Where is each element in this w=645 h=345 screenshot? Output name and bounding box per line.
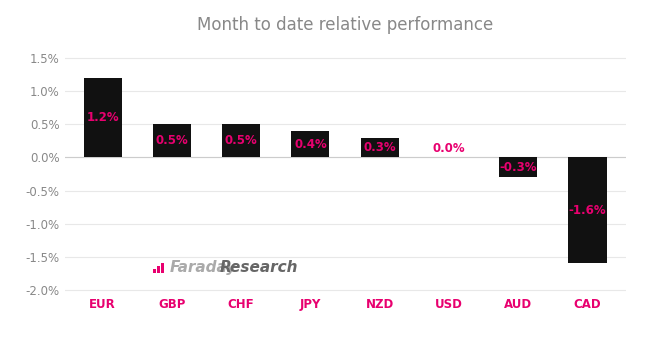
Text: 0.4%: 0.4% [294, 138, 327, 151]
Bar [84, 78, 122, 157]
Text: 0.3%: 0.3% [363, 141, 396, 154]
Text: 0.5%: 0.5% [225, 134, 257, 147]
Text: -1.6%: -1.6% [569, 204, 606, 217]
Text: -0.3%: -0.3% [499, 161, 537, 174]
Bar [568, 157, 606, 264]
Text: 0.5%: 0.5% [155, 134, 188, 147]
Title: Month to date relative performance: Month to date relative performance [197, 16, 493, 34]
Bar [361, 138, 399, 157]
Text: Faraday: Faraday [170, 260, 237, 275]
Bar [157, 266, 160, 273]
Text: 1.2%: 1.2% [86, 111, 119, 124]
Text: 0.0%: 0.0% [433, 142, 465, 155]
Bar [499, 157, 537, 177]
Text: Research: Research [220, 260, 298, 275]
Bar [153, 269, 156, 273]
Bar [153, 124, 191, 157]
Bar [222, 124, 260, 157]
Bar [161, 264, 164, 273]
Bar [292, 131, 330, 157]
